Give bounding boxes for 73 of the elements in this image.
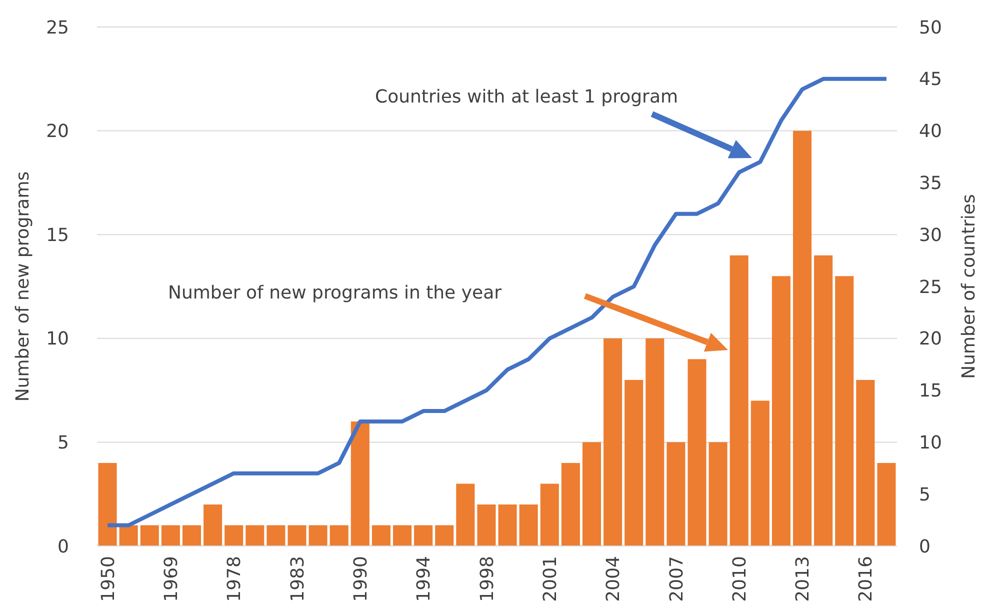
y2-tick-label: 10 [919,432,942,454]
bar [856,380,875,546]
y-tick-label: 10 [46,328,69,350]
bar [688,359,706,546]
bar [772,276,790,546]
bar [561,462,580,546]
x-tick-label: 2013 [792,556,814,602]
y2-tick-label: 0 [919,536,930,558]
y2-tick-label: 5 [919,484,930,506]
bar [582,442,601,546]
bar [646,338,664,546]
x-tick-label: 2001 [540,556,561,602]
bar [330,525,348,546]
x-tick-label: 2007 [666,556,688,602]
bar [624,380,644,546]
bar [708,442,728,546]
x-tick-label: 1990 [350,556,372,602]
bar [266,525,286,546]
bar [814,255,833,546]
bar [456,484,475,546]
line-series [106,76,888,528]
x-tick-label: 2004 [603,556,624,602]
bar [288,525,306,546]
bar [730,255,748,546]
y2-tick-label: 45 [919,69,942,90]
y2-tick-label: 25 [919,276,942,298]
y2-tick-label: 20 [919,328,942,350]
x-tick-label: 1969 [160,556,182,602]
y-tick-label: 15 [46,224,69,246]
bar [435,525,454,546]
annotation: Number of new programs in the year [168,282,502,304]
annotation: Countries with at least 1 program [375,86,678,108]
bar [414,525,433,546]
bar [477,504,496,546]
bar [182,525,201,546]
x-tick-label: 1994 [414,556,435,602]
x-tick-label: 2010 [729,556,750,602]
y-axis-title: Number of new programs [12,171,34,402]
y2-tick-label: 15 [919,380,942,402]
y2-tick-label: 50 [919,17,942,38]
y-tick-label: 20 [46,121,69,142]
y2-tick-label: 35 [919,173,942,194]
x-tick-label: 1983 [287,556,308,602]
bar [666,442,686,546]
bar [519,504,538,546]
bar [161,525,180,546]
y2-axis-title: Number of countries [958,194,980,379]
bar [140,525,159,546]
bar [372,525,390,546]
x-tick-label: 1998 [476,556,498,602]
x-tick-label: 1978 [224,556,246,602]
y-tick-label: 0 [58,536,69,558]
bar [308,525,328,546]
y-tick-label: 5 [58,432,69,454]
x-tick-label: 2016 [856,556,877,602]
bar [793,130,812,546]
bar [204,504,222,546]
y2-tick-label: 40 [919,121,942,142]
bar [604,338,622,546]
bar [540,484,559,546]
bar [750,400,770,546]
bar [119,525,138,546]
bar [393,525,412,546]
bar [350,421,370,546]
y2-tick-label: 30 [919,224,942,246]
bar [224,525,244,546]
bar [877,462,896,546]
bar [498,504,517,546]
x-tick-label: 1950 [98,556,119,602]
bar [98,462,117,546]
y-tick-label: 25 [46,17,69,38]
bar [246,525,264,546]
bar [835,276,854,546]
